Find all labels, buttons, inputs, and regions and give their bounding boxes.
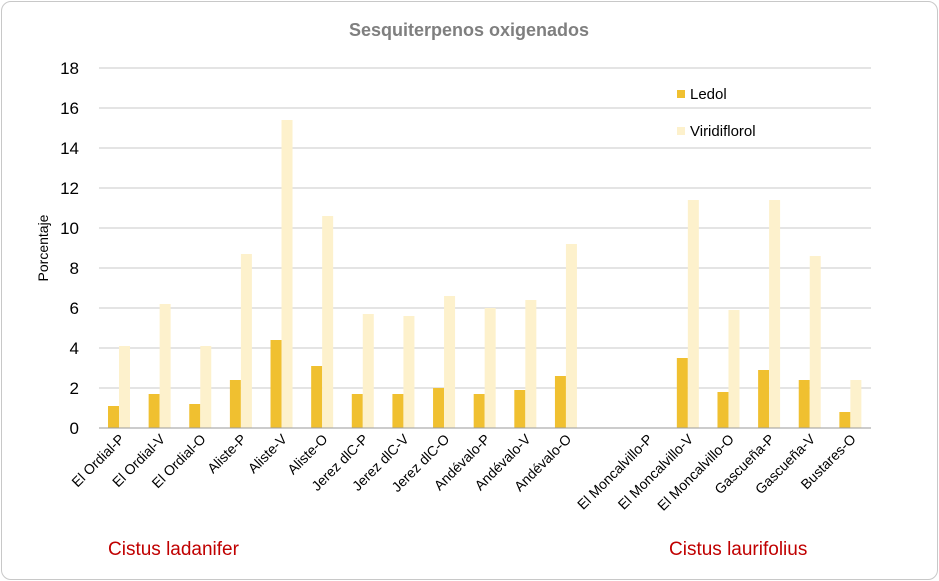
bar-ledol xyxy=(758,370,770,428)
y-tick-label: 18 xyxy=(60,59,79,78)
bar-viridiflorol xyxy=(403,316,415,428)
bar-ledol xyxy=(351,394,363,428)
bar-viridiflorol xyxy=(687,200,699,428)
legend-swatch-viridiflorol xyxy=(677,127,685,135)
x-tick-label: Aliste-P xyxy=(204,431,249,476)
bar-ledol xyxy=(676,358,688,428)
y-tick-label: 2 xyxy=(70,379,79,398)
bar-viridiflorol xyxy=(484,308,496,428)
bar-viridiflorol xyxy=(565,244,577,428)
y-tick-label: 12 xyxy=(60,179,79,198)
bar-viridiflorol xyxy=(119,346,130,428)
y-tick-label: 14 xyxy=(60,139,79,158)
legend-label-viridiflorol: Viridiflorol xyxy=(690,123,756,140)
legend-label-ledol: Ledol xyxy=(690,86,727,103)
bar-ledol xyxy=(798,380,810,428)
bar-ledol xyxy=(392,394,404,428)
bar-ledol xyxy=(514,390,526,428)
y-axis-ticks: 0 2 4 6 8 10 12 14 16 18 xyxy=(60,59,79,438)
bar-viridiflorol xyxy=(362,314,374,428)
x-tick-label: Aliste-V xyxy=(245,430,291,476)
y-tick-label: 6 xyxy=(70,299,79,318)
y-tick-label: 4 xyxy=(70,339,79,358)
bar-ledol xyxy=(433,388,445,428)
y-tick-label: 0 xyxy=(70,419,79,438)
bar-ledol xyxy=(108,406,119,428)
y-axis-label: Porcentaje xyxy=(35,214,51,281)
bar-viridiflorol xyxy=(159,304,171,428)
bar-viridiflorol xyxy=(728,310,740,428)
bar-ledol xyxy=(839,412,851,428)
y-tick-label: 10 xyxy=(60,219,79,238)
bar-viridiflorol xyxy=(200,346,212,428)
bar-ledol xyxy=(189,404,201,428)
bar-viridiflorol xyxy=(322,216,334,428)
bar-ledol xyxy=(148,394,160,428)
bar-viridiflorol xyxy=(281,120,293,428)
chart-title: Sesquiterpenos oxigenados xyxy=(349,20,589,40)
bar-viridiflorol xyxy=(444,296,456,428)
bar-ledol xyxy=(270,340,282,428)
gridlines xyxy=(99,67,871,389)
group-label-cistus-laurifolius: Cistus laurifolius xyxy=(669,539,807,560)
bar-viridiflorol xyxy=(850,380,862,428)
bar-viridiflorol xyxy=(240,254,252,428)
bar-viridiflorol xyxy=(525,300,537,428)
x-axis-ticks: El Ordial-PEl Ordial-VEl Ordial-OAliste-… xyxy=(68,430,859,513)
bar-ledol xyxy=(311,366,323,428)
bar-viridiflorol xyxy=(809,256,821,428)
y-tick-label: 8 xyxy=(70,259,79,278)
bar-ledol xyxy=(717,392,729,428)
group-label-cistus-ladanifer: Cistus ladanifer xyxy=(108,539,240,560)
bar-ledol xyxy=(229,380,241,428)
legend-swatch-ledol xyxy=(677,90,685,98)
bar-viridiflorol xyxy=(769,200,781,428)
bar-ledol xyxy=(554,376,566,428)
legend: Ledol Viridiflorol xyxy=(677,86,756,140)
bars xyxy=(108,120,862,428)
y-tick-label: 16 xyxy=(60,99,79,118)
bar-ledol xyxy=(473,394,485,428)
